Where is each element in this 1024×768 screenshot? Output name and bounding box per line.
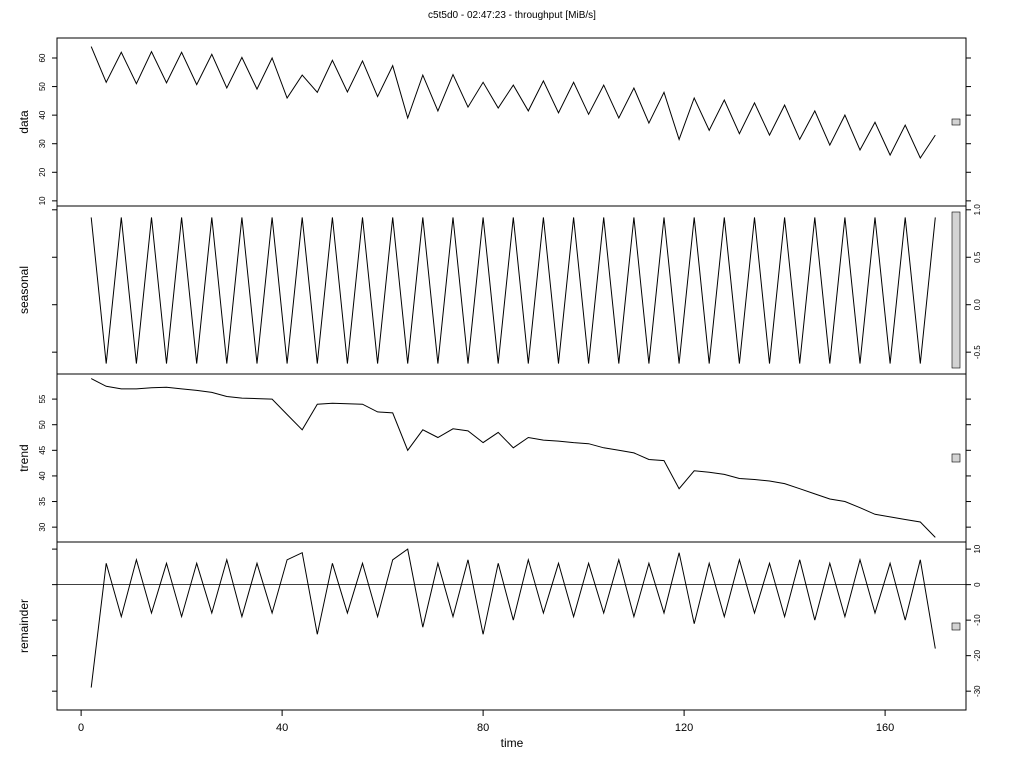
y-tick-label: 50 — [38, 420, 47, 429]
y-tick-label: 50 — [38, 82, 47, 91]
range-bar — [951, 622, 961, 631]
y-tick-label: 0.0 — [973, 299, 982, 311]
y-tick-label: 60 — [38, 53, 47, 62]
y-tick-label: 40 — [38, 110, 47, 119]
series-line — [90, 548, 936, 688]
y-tick-label: -20 — [973, 649, 982, 661]
y-tick-label: 1.0 — [973, 204, 982, 216]
y-tick-label: 0 — [973, 582, 982, 587]
series-line — [90, 378, 936, 538]
y-tick-label: 10 — [38, 196, 47, 205]
panel-frame — [56, 541, 967, 711]
x-tick-label: 40 — [276, 722, 288, 734]
x-tick-label: 120 — [675, 722, 693, 734]
y-tick-label: -0.5 — [973, 345, 982, 359]
y-tick-label: 55 — [38, 394, 47, 403]
x-tick-label: 0 — [78, 722, 84, 734]
x-tick-label: 80 — [477, 722, 489, 734]
y-axis-label: data — [17, 110, 31, 134]
range-bar — [951, 118, 961, 126]
y-tick-label: 35 — [38, 497, 47, 506]
series-line — [90, 46, 936, 160]
range-bar — [951, 453, 961, 463]
range-bar — [951, 211, 961, 369]
chart-title: c5t5d0 - 02:47:23 - throughput [MiB/s] — [428, 10, 596, 21]
y-axis-label: seasonal — [17, 266, 31, 314]
x-axis-label: time — [501, 736, 524, 750]
series-line — [90, 217, 936, 364]
x-tick-label: 160 — [876, 722, 894, 734]
y-tick-label: 20 — [38, 167, 47, 176]
y-tick-label: 30 — [38, 139, 47, 148]
y-tick-label: 10 — [973, 544, 982, 553]
y-tick-label: 0.5 — [973, 251, 982, 263]
y-tick-label: -30 — [973, 685, 982, 697]
y-tick-label: 40 — [38, 471, 47, 480]
y-tick-label: 45 — [38, 445, 47, 454]
y-axis-label: trend — [17, 444, 31, 471]
y-axis-label: remainder — [17, 599, 31, 653]
y-tick-label: 30 — [38, 522, 47, 531]
y-tick-label: -10 — [973, 614, 982, 626]
